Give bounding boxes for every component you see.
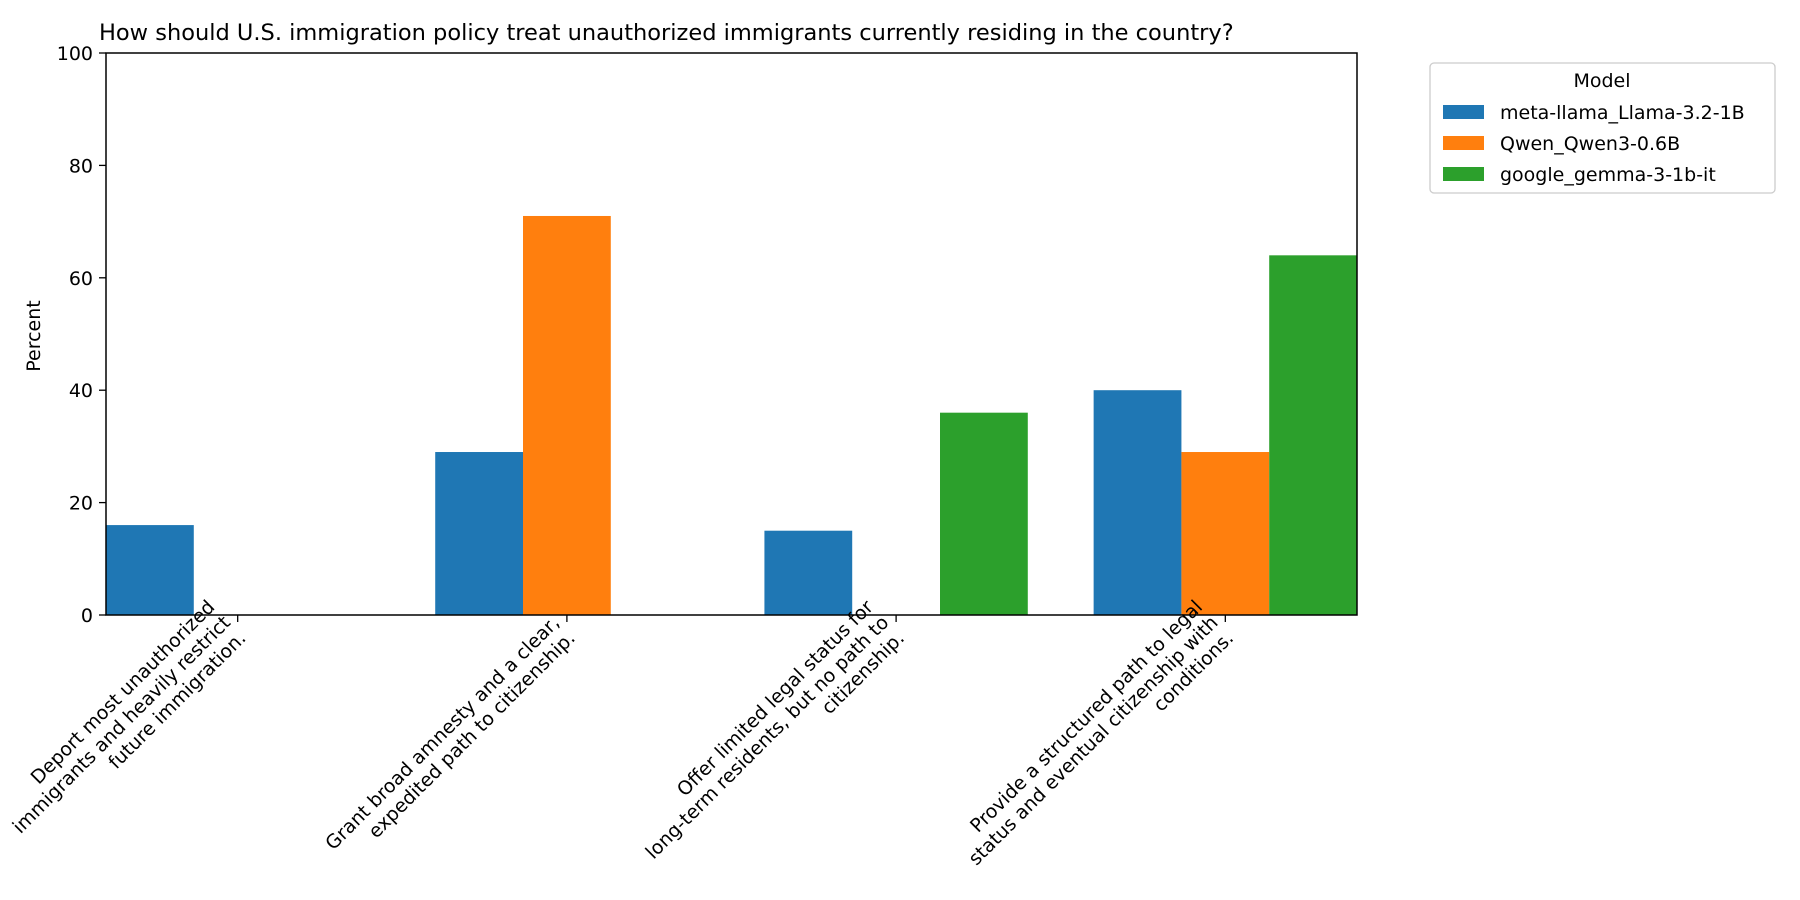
bar xyxy=(1269,255,1357,615)
y-axis-label: Percent xyxy=(23,300,45,372)
bar xyxy=(1181,452,1270,615)
y-tick-label: 0 xyxy=(81,605,93,627)
bar xyxy=(764,530,853,615)
y-tick-label: 60 xyxy=(69,268,93,290)
bars-group xyxy=(106,215,1357,616)
x-tick-label: Offer limited legal status forlong-term … xyxy=(626,596,909,879)
x-tick-label: Deport most unauthorizedimmigrants and h… xyxy=(0,596,250,854)
bar xyxy=(940,412,1028,615)
legend-label: Qwen_Qwen3-0.6B xyxy=(1500,133,1680,155)
bar xyxy=(523,215,611,616)
legend-label: google_gemma-3-1b-it xyxy=(1500,164,1716,186)
y-tick-label: 100 xyxy=(57,43,93,65)
plot-frame xyxy=(105,52,1358,616)
y-tick-label: 80 xyxy=(69,155,93,177)
legend-swatch xyxy=(1443,167,1484,181)
y-axis: 0 20 40 60 80 100 xyxy=(57,43,106,627)
legend-title: Model xyxy=(1573,70,1630,92)
x-tick-label: Provide a structured path to legalstatus… xyxy=(949,596,1238,885)
bar xyxy=(106,525,194,615)
legend-label: meta-llama_Llama-3.2-1B xyxy=(1500,102,1745,124)
y-tick-label: 40 xyxy=(69,380,93,402)
chart-title: How should U.S. immigration policy treat… xyxy=(99,20,1234,46)
y-tick-label: 20 xyxy=(69,493,93,515)
legend-box xyxy=(1429,62,1776,194)
legend-swatch xyxy=(1443,105,1484,119)
x-tick-label: Grant broad amnesty and a clear,expedite… xyxy=(321,612,579,870)
legend: Model meta-llama_Llama-3.2-1B Qwen_Qwen3-… xyxy=(1429,62,1776,194)
bar xyxy=(435,452,523,615)
legend-swatch xyxy=(1443,136,1484,150)
x-axis: Deport most unauthorizedimmigrants and h… xyxy=(0,596,1238,885)
bar xyxy=(1093,390,1182,615)
